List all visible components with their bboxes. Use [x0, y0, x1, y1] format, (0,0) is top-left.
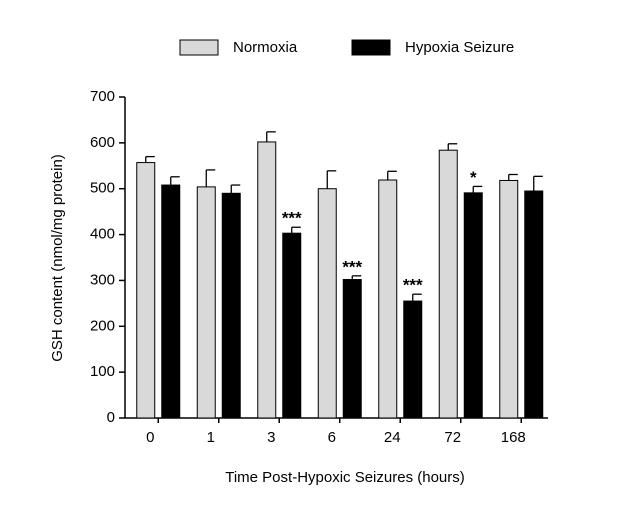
legend-swatch [179, 39, 219, 56]
x-tick-label: 72 [444, 429, 461, 446]
legend-label: Normoxia [233, 39, 298, 56]
legend-swatch [351, 39, 391, 56]
significance-label: *** [403, 276, 423, 295]
y-tick-label: 0 [107, 409, 115, 426]
bar [463, 192, 483, 419]
y-tick-label: 100 [90, 363, 115, 380]
y-tick-label: 600 [90, 134, 115, 151]
bar [257, 141, 277, 419]
bar [499, 179, 519, 419]
x-tick-label: 168 [501, 429, 526, 446]
bar [282, 232, 302, 419]
x-tick-label: 6 [328, 429, 336, 446]
bar [342, 279, 362, 419]
significance-label: *** [342, 257, 362, 276]
significance-label: *** [282, 209, 302, 228]
bar [196, 186, 216, 419]
y-tick-label: 400 [90, 226, 115, 243]
bar [378, 179, 398, 419]
bar [403, 300, 423, 419]
y-tick-label: 200 [90, 317, 115, 334]
y-axis-title: GSH content (nmol/mg protein) [49, 154, 66, 362]
x-tick-label: 1 [207, 429, 215, 446]
x-tick-label: 3 [267, 429, 275, 446]
bar [136, 162, 156, 419]
bar [524, 190, 544, 419]
bar [221, 192, 241, 419]
legend-label: Hypoxia Seizure [405, 39, 514, 56]
x-axis-title: Time Post-Hypoxic Seizures (hours) [225, 469, 465, 486]
x-tick-label: 0 [146, 429, 154, 446]
y-tick-label: 300 [90, 271, 115, 288]
significance-label: * [470, 168, 477, 187]
bar [317, 188, 337, 419]
y-tick-label: 700 [90, 88, 115, 105]
bar [161, 184, 181, 419]
bar [438, 149, 458, 419]
y-tick-label: 500 [90, 180, 115, 197]
x-tick-label: 24 [384, 429, 401, 446]
